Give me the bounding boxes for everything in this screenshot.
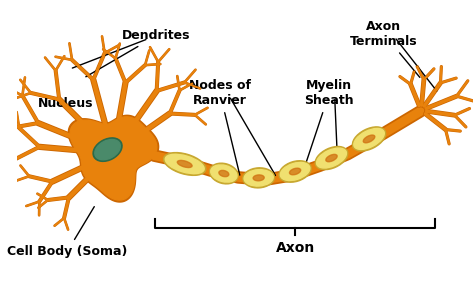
Polygon shape (70, 117, 157, 200)
Ellipse shape (279, 161, 311, 182)
Ellipse shape (280, 162, 310, 181)
Polygon shape (68, 115, 159, 202)
Ellipse shape (243, 168, 274, 188)
Ellipse shape (363, 135, 375, 143)
Ellipse shape (219, 170, 229, 177)
Text: Myelin
Sheath: Myelin Sheath (304, 79, 354, 163)
Ellipse shape (290, 168, 301, 175)
Text: Nodes of
Ranvier: Nodes of Ranvier (189, 79, 251, 175)
Ellipse shape (317, 148, 346, 168)
Ellipse shape (326, 154, 337, 162)
Ellipse shape (315, 146, 348, 170)
Ellipse shape (210, 163, 238, 184)
Ellipse shape (211, 165, 237, 182)
Ellipse shape (95, 140, 120, 160)
Ellipse shape (354, 128, 384, 149)
Text: Dendrites: Dendrites (86, 29, 191, 77)
Ellipse shape (253, 175, 264, 181)
Ellipse shape (164, 153, 206, 175)
Text: Nucleus: Nucleus (37, 97, 106, 148)
Ellipse shape (353, 127, 386, 151)
Ellipse shape (177, 160, 192, 168)
Text: Axon: Axon (275, 241, 315, 255)
Text: Axon
Terminals: Axon Terminals (350, 20, 420, 77)
Ellipse shape (165, 154, 204, 174)
Text: Cell Body (Soma): Cell Body (Soma) (7, 207, 128, 258)
Ellipse shape (244, 170, 273, 186)
Ellipse shape (93, 138, 122, 161)
